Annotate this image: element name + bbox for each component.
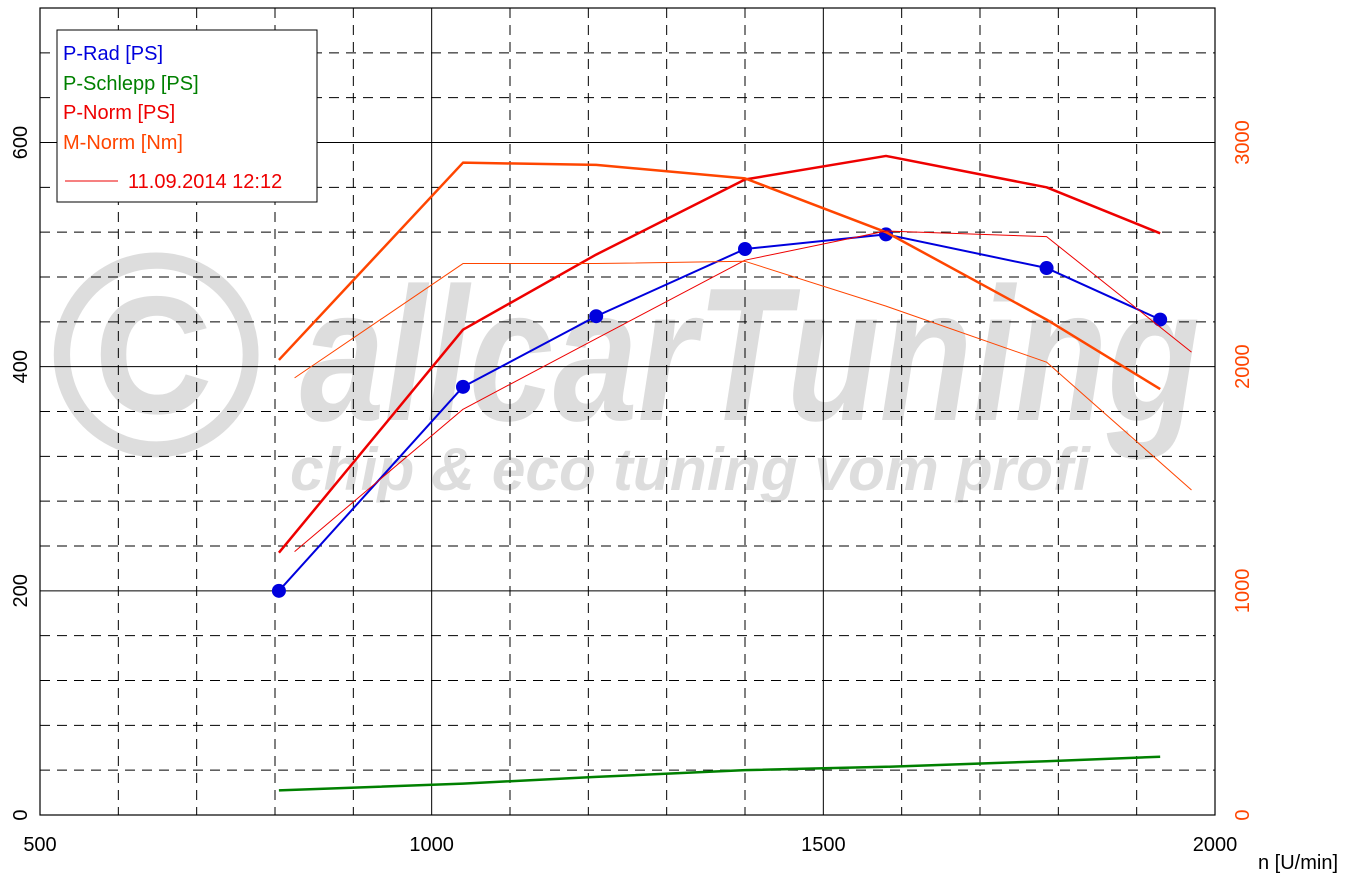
y-tick-label-right: 1000 xyxy=(1232,569,1254,614)
watermark: © allcarTuning chip & eco tuning vom pro… xyxy=(45,193,1200,517)
legend-entry-m-norm: M-Norm [Nm] xyxy=(63,132,183,154)
y-tick-label-left: 400 xyxy=(10,350,32,383)
x-tick-label: 1000 xyxy=(409,834,454,856)
watermark-main: allcarTuning xyxy=(300,249,1200,461)
series-line-4 xyxy=(294,230,1192,552)
series-group xyxy=(271,154,1192,792)
y-tick-label-right: 0 xyxy=(1232,809,1254,820)
legend: P-Rad [PS] P-Schlepp [PS] P-Norm [PS] M-… xyxy=(56,29,318,203)
legend-box xyxy=(56,29,318,203)
legend-date: 11.09.2014 12:12 xyxy=(128,171,282,193)
x-tick-label: 1500 xyxy=(801,834,846,856)
series-line-1 xyxy=(278,755,1161,792)
y-tick-label-right: 2000 xyxy=(1232,344,1254,389)
x-tick-label: 500 xyxy=(23,834,56,856)
y-tick-label-left: 200 xyxy=(10,574,32,607)
watermark-sub: chip & eco tuning vom profi xyxy=(290,436,1091,503)
data-point xyxy=(1039,261,1054,276)
y-tick-label-left: 600 xyxy=(10,126,32,159)
legend-entry-p-norm: P-Norm [PS] xyxy=(63,102,175,124)
legend-entry-p-rad: P-Rad [PS] xyxy=(63,43,163,65)
x-tick-label: 2000 xyxy=(1193,834,1238,856)
grid xyxy=(40,8,1215,815)
watermark-symbol: © xyxy=(45,193,263,517)
y-tick-label-right: 3000 xyxy=(1232,120,1254,165)
data-point xyxy=(456,379,470,394)
y-tick-label-left: 0 xyxy=(10,809,32,820)
legend-entry-p-schlepp: P-Schlepp [PS] xyxy=(63,73,199,95)
data-point xyxy=(589,309,604,324)
series-line-3 xyxy=(278,161,1161,391)
series-line-5 xyxy=(294,260,1192,491)
x-axis-label: n [U/min] xyxy=(1258,852,1338,874)
data-point xyxy=(738,241,752,256)
data-point xyxy=(1153,312,1168,327)
axis-ticks: 500 1000 1500 2000 0 200 400 600 0 1000 2000 3000 xyxy=(10,120,1254,856)
data-point xyxy=(271,583,286,598)
plot-frame xyxy=(39,7,1216,816)
